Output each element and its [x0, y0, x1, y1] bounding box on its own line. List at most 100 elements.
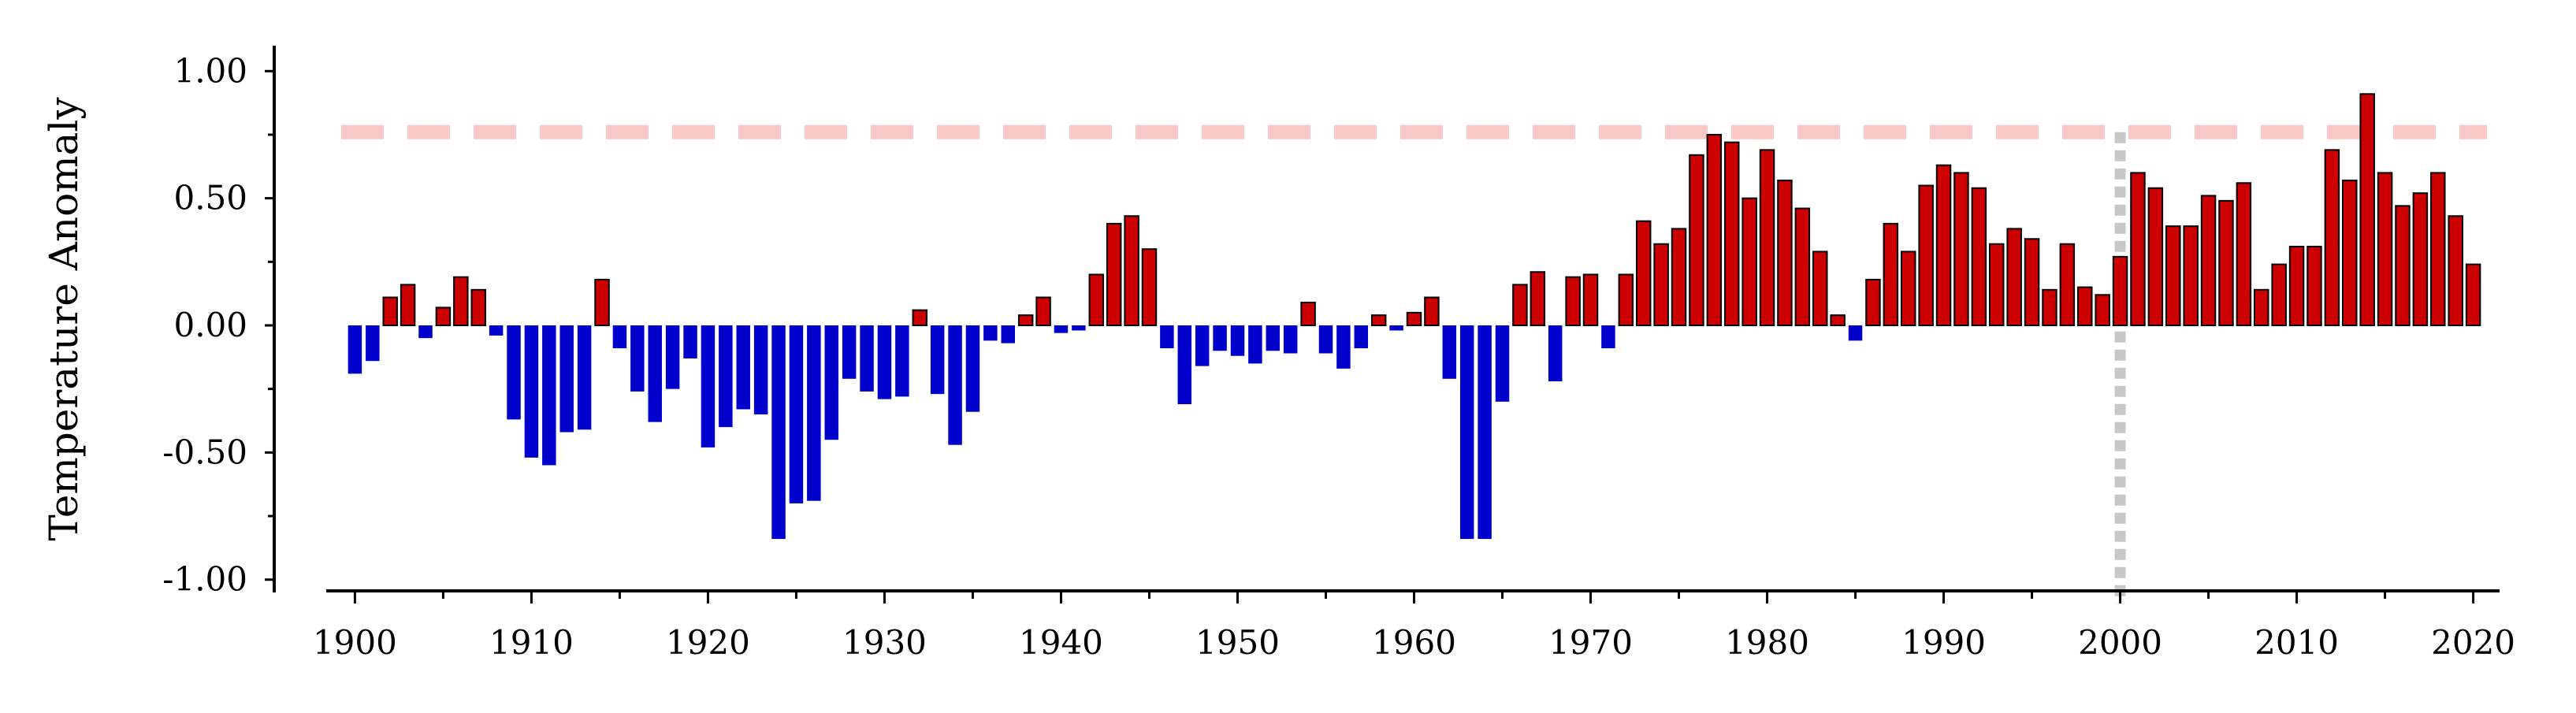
bar-1975 — [1671, 228, 1687, 327]
bar-2000 — [2112, 255, 2128, 327]
bars-layer — [348, 93, 2481, 540]
bar-1968 — [1548, 325, 1563, 381]
x-tick-label: 1910 — [489, 623, 574, 662]
bar-2017 — [2412, 192, 2429, 326]
bar-1914 — [594, 278, 610, 326]
bar-1909 — [507, 325, 521, 420]
bar-1911 — [542, 325, 556, 466]
bar-2008 — [2254, 288, 2269, 326]
bar-2014 — [2359, 93, 2375, 327]
bar-1986 — [1865, 278, 1881, 326]
bar-2013 — [2342, 180, 2358, 326]
bar-1948 — [1195, 325, 1210, 366]
x-tick-label: 1970 — [1548, 623, 1633, 662]
bar-1970 — [1582, 273, 1599, 327]
bar-2010 — [2288, 245, 2305, 327]
bar-1973 — [1635, 220, 1652, 326]
bar-2016 — [2395, 205, 2411, 326]
bar-1920 — [701, 325, 716, 447]
y-ticks-layer: -1.00 -0.50 0.00 0.50 1.00 — [162, 51, 274, 599]
bar-1978 — [1723, 141, 1740, 326]
bar-1956 — [1336, 325, 1351, 369]
bar-1980 — [1759, 149, 1775, 326]
reference-lines-layer — [341, 124, 2487, 603]
bar-2012 — [2324, 149, 2340, 326]
bar-1965 — [1495, 325, 1510, 402]
bar-1979 — [1741, 197, 1757, 326]
bar-1936 — [983, 325, 998, 341]
bar-1984 — [1830, 314, 1846, 327]
bar-2007 — [2236, 182, 2252, 326]
y-tick-label: 0.00 — [173, 306, 247, 344]
bar-1957 — [1354, 325, 1369, 349]
y-tick-label: -1.00 — [162, 560, 247, 599]
bar-1907 — [470, 288, 486, 326]
bar-1974 — [1653, 243, 1669, 326]
bar-2004 — [2183, 225, 2199, 326]
bar-1962 — [1442, 325, 1457, 379]
bar-1922 — [736, 325, 750, 410]
bar-1963 — [1459, 325, 1474, 540]
bar-1904 — [418, 325, 433, 339]
bar-1976 — [1689, 154, 1704, 326]
x-tick-label: 1960 — [1372, 623, 1456, 662]
bar-1942 — [1088, 273, 1105, 327]
x-tick-label: 1950 — [1195, 623, 1280, 662]
bar-1951 — [1248, 325, 1262, 364]
bar-1981 — [1777, 180, 1793, 326]
bar-1903 — [400, 284, 416, 327]
bar-1918 — [665, 325, 680, 389]
bar-1964 — [1478, 325, 1492, 540]
bar-1977 — [1706, 133, 1723, 326]
bar-1910 — [524, 325, 539, 458]
bar-1931 — [895, 325, 909, 397]
bar-1989 — [1918, 184, 1934, 326]
bar-1949 — [1213, 325, 1227, 351]
bar-1919 — [683, 325, 697, 358]
bar-1939 — [1035, 296, 1051, 326]
bar-1940 — [1054, 325, 1069, 333]
bar-1905 — [435, 306, 452, 326]
x-tick-label: 1940 — [1019, 623, 1103, 662]
bar-2019 — [2448, 215, 2463, 326]
bar-1900 — [348, 325, 362, 374]
bar-1991 — [1953, 172, 1969, 326]
bar-2009 — [2271, 263, 2287, 326]
x-tick-label: 2000 — [2078, 623, 2162, 662]
bar-1943 — [1106, 222, 1122, 326]
bar-2003 — [2165, 225, 2181, 326]
bar-1988 — [1901, 251, 1916, 326]
bar-1913 — [577, 325, 592, 430]
bar-2018 — [2430, 172, 2446, 326]
bar-1908 — [489, 325, 504, 336]
bar-1966 — [1512, 284, 1528, 327]
bar-1937 — [1001, 325, 1015, 344]
bar-1933 — [930, 325, 945, 395]
x-tick-label: 2020 — [2431, 623, 2515, 662]
bar-1960 — [1406, 311, 1422, 327]
bar-1996 — [2042, 288, 2057, 326]
bar-1998 — [2077, 286, 2093, 327]
bar-2011 — [2307, 245, 2322, 327]
bar-1901 — [366, 325, 380, 362]
bar-1924 — [771, 325, 786, 540]
x-tick-label: 1980 — [1725, 623, 1809, 662]
bar-1938 — [1017, 314, 1034, 327]
x-tick-label: 1990 — [1901, 623, 1986, 662]
y-tick-label: 1.00 — [173, 51, 247, 90]
x-tick-label: 2010 — [2254, 623, 2339, 662]
bar-1967 — [1530, 271, 1546, 326]
bar-1906 — [453, 276, 469, 327]
bar-1944 — [1124, 215, 1139, 326]
bar-1925 — [789, 325, 804, 503]
bar-1958 — [1370, 314, 1387, 327]
bar-1972 — [1618, 273, 1634, 327]
bar-1950 — [1230, 325, 1245, 356]
bar-1983 — [1812, 251, 1828, 326]
bar-1928 — [842, 325, 857, 379]
bar-2001 — [2130, 172, 2146, 326]
bar-1954 — [1300, 301, 1316, 327]
bar-1971 — [1601, 325, 1615, 349]
bar-1941 — [1072, 325, 1086, 331]
